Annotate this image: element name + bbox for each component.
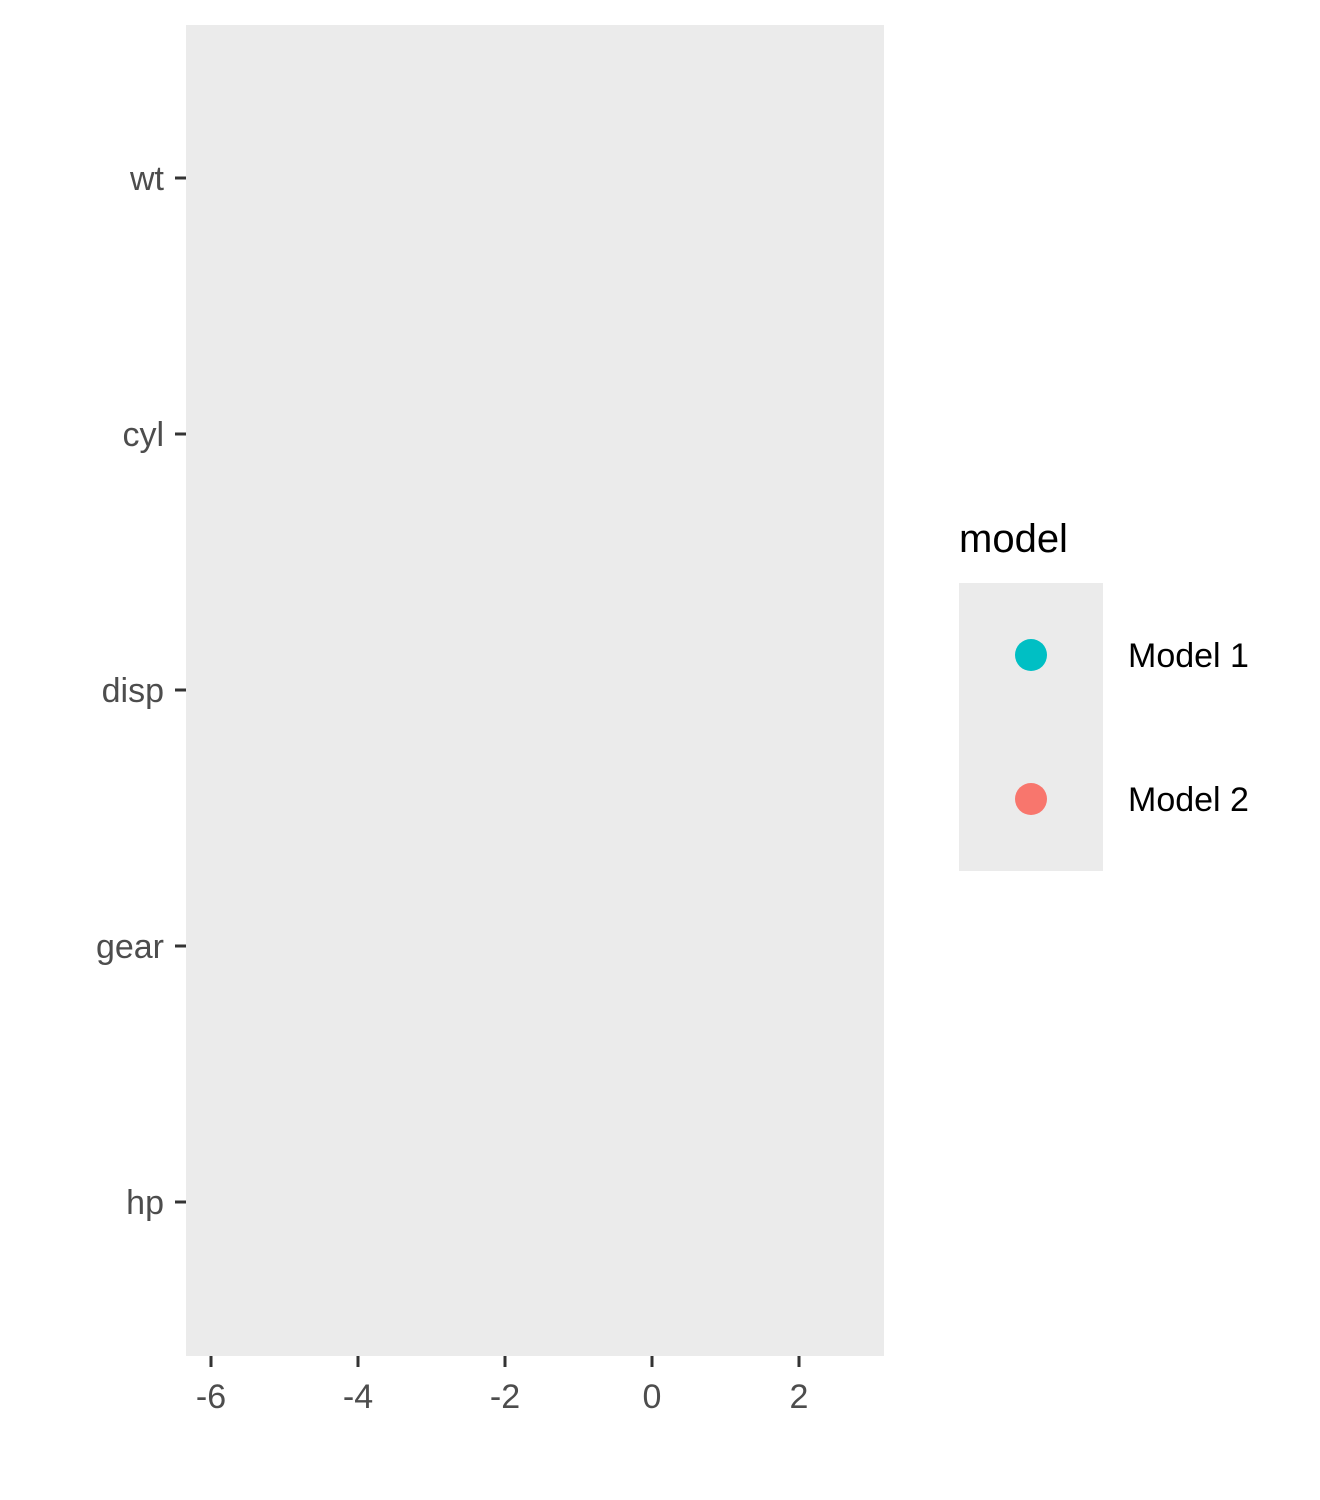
legend-title: model	[959, 517, 1068, 561]
y-tick-label: hp	[126, 1184, 164, 1222]
y-tick-label: cyl	[122, 416, 164, 454]
legend-key-1	[1015, 639, 1047, 671]
x-tick-label: 0	[643, 1378, 662, 1416]
plot-panel-fill	[186, 25, 884, 1356]
y-tick-label: wt	[129, 160, 165, 198]
x-tick-label: -6	[196, 1378, 226, 1416]
y-tick-label: gear	[96, 928, 164, 966]
x-axis: -6 -4 -2 0 2	[196, 1356, 809, 1416]
legend-key-2	[1015, 783, 1047, 815]
legend-label-2: Model 2	[1128, 781, 1249, 819]
legend-key-background	[959, 583, 1103, 871]
x-tick-label: 2	[790, 1378, 809, 1416]
y-axis: wt cyl disp gear hp	[96, 160, 186, 1222]
legend: model Model 1 Model 2	[959, 517, 1249, 871]
x-tick-label: -2	[490, 1378, 520, 1416]
x-tick-label: -4	[343, 1378, 373, 1416]
y-tick-label: disp	[102, 672, 164, 710]
legend-label-1: Model 1	[1128, 637, 1249, 675]
